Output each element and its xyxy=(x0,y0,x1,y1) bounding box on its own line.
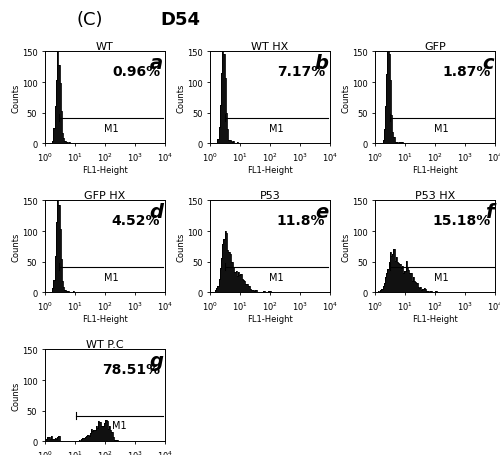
Text: g: g xyxy=(149,351,163,370)
X-axis label: FL1-Height: FL1-Height xyxy=(412,314,458,323)
Text: d: d xyxy=(149,202,163,221)
Text: M1: M1 xyxy=(104,123,118,133)
Title: P53 HX: P53 HX xyxy=(415,190,456,200)
Text: 11.8%: 11.8% xyxy=(277,213,326,227)
Text: e: e xyxy=(315,202,328,221)
Text: 1.87%: 1.87% xyxy=(442,65,490,79)
X-axis label: FL1-Height: FL1-Height xyxy=(412,166,458,174)
Text: a: a xyxy=(150,54,163,72)
Title: GFP HX: GFP HX xyxy=(84,190,126,200)
X-axis label: FL1-Height: FL1-Height xyxy=(82,314,128,323)
Text: M1: M1 xyxy=(434,272,449,282)
X-axis label: FL1-Height: FL1-Height xyxy=(247,166,293,174)
X-axis label: FL1-Height: FL1-Height xyxy=(82,166,128,174)
Text: f: f xyxy=(485,202,494,221)
Y-axis label: Counts: Counts xyxy=(11,84,20,113)
Text: (C): (C) xyxy=(77,11,104,29)
Text: M1: M1 xyxy=(112,420,126,430)
Y-axis label: Counts: Counts xyxy=(11,381,20,410)
Y-axis label: Counts: Counts xyxy=(342,232,350,262)
Title: GFP: GFP xyxy=(424,41,446,51)
Text: M1: M1 xyxy=(104,272,118,282)
Title: P53: P53 xyxy=(260,190,280,200)
X-axis label: FL1-Height: FL1-Height xyxy=(247,314,293,323)
Y-axis label: Counts: Counts xyxy=(176,232,186,262)
Text: M1: M1 xyxy=(269,272,283,282)
Title: WT HX: WT HX xyxy=(252,41,288,51)
Text: 15.18%: 15.18% xyxy=(432,213,490,227)
Text: 4.52%: 4.52% xyxy=(112,213,160,227)
Text: c: c xyxy=(482,54,494,72)
Text: M1: M1 xyxy=(269,123,283,133)
Text: D54: D54 xyxy=(160,11,200,29)
Text: M1: M1 xyxy=(434,123,449,133)
Title: WT: WT xyxy=(96,41,114,51)
Y-axis label: Counts: Counts xyxy=(176,84,186,113)
Text: 7.17%: 7.17% xyxy=(277,65,326,79)
Text: 0.96%: 0.96% xyxy=(112,65,160,79)
Text: 78.51%: 78.51% xyxy=(102,362,160,376)
Y-axis label: Counts: Counts xyxy=(11,232,20,262)
Y-axis label: Counts: Counts xyxy=(342,84,350,113)
Text: b: b xyxy=(314,54,328,72)
Title: WT P.C: WT P.C xyxy=(86,339,124,349)
